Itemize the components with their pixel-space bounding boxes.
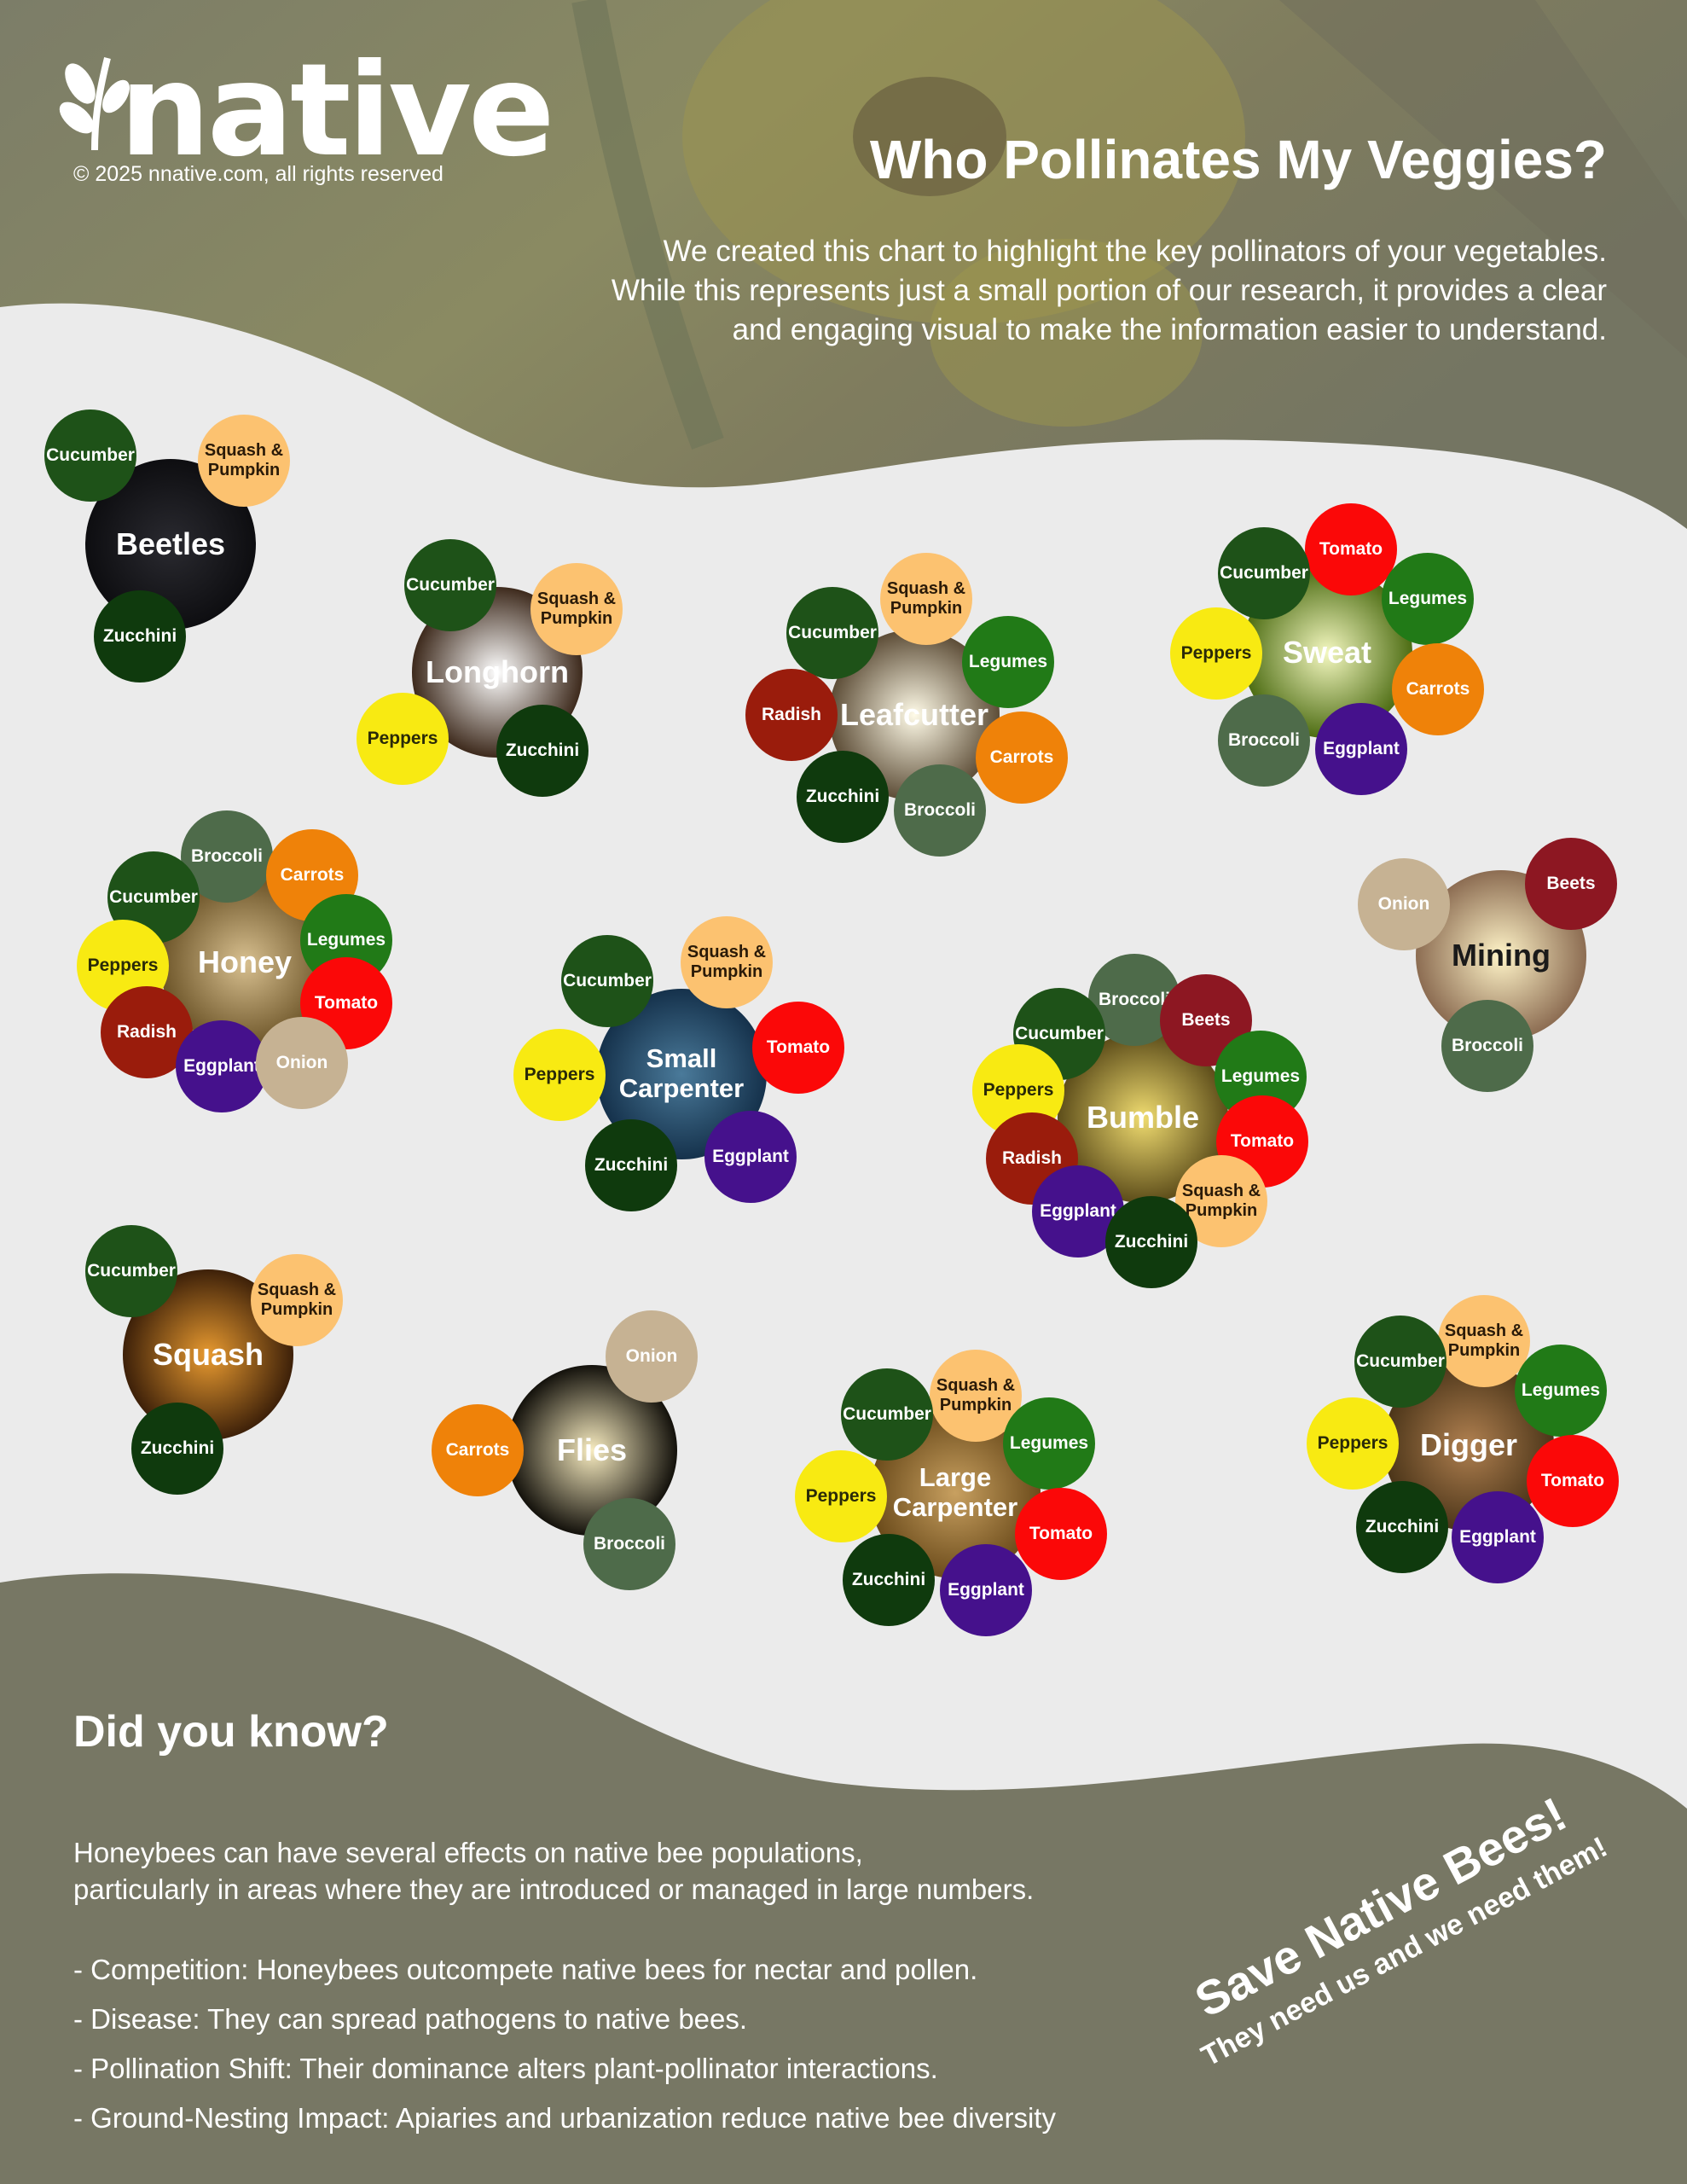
plant-circle: Squash & Pumpkin [1175,1155,1267,1247]
plant-circle: Peppers [1307,1397,1399,1490]
plant-circle: Tomato [1527,1435,1619,1527]
plant-circle: Peppers [1170,607,1262,700]
plant-circle: Eggplant [1315,703,1407,795]
stem-shape [571,0,724,450]
plant-circle: Zucchini [131,1403,223,1495]
intro-text: We created this chart to highlight the k… [498,232,1607,350]
plant-circle: Peppers [357,693,449,785]
plant-circle: Radish [745,669,838,761]
plant-circle: Eggplant [704,1111,797,1203]
page-title: Who Pollinates My Veggies? [869,129,1607,190]
plant-circle: Zucchini [1105,1196,1197,1288]
plant-circle: Squash & Pumpkin [681,916,773,1008]
plant-circle: Cucumber [404,539,496,631]
plant-circle: Carrots [266,829,358,921]
effects-list: - Competition: Honeybees outcompete nati… [73,1954,1056,2152]
plant-circle: Eggplant [940,1544,1032,1636]
footer-band [0,1573,1687,2184]
plant-circle: Zucchini [1356,1481,1448,1573]
plant-circle: Zucchini [797,751,889,843]
plant-circle: Beets [1525,838,1617,930]
plant-circle: Eggplant [1032,1165,1124,1258]
plant-circle: Legumes [1515,1345,1607,1437]
wood-shape [1279,0,1687,358]
plant-circle: Eggplant [1452,1491,1544,1583]
did-you-know-title: Did you know? [73,1707,389,1757]
plant-circle: Cucumber [1218,527,1310,619]
plant-circle: Legumes [962,616,1054,708]
plant-circle: Legumes [1003,1397,1095,1490]
paragraph-line: Honeybees can have several effects on na… [73,1837,863,1868]
plant-circle: Tomato [1015,1488,1107,1580]
leaf-logo-icon [59,57,130,151]
list-item: - Ground-Nesting Impact: Apiaries and ur… [73,2102,1056,2134]
plant-circle: Onion [1358,858,1450,950]
plant-circle: Cucumber [85,1225,177,1317]
plant-circle: Legumes [1382,553,1474,645]
plant-circle: Squash & Pumpkin [880,553,972,645]
plant-circle: Broccoli [583,1498,675,1590]
plant-circle: Onion [606,1310,698,1403]
intro-line: While this represents just a small porti… [611,274,1607,307]
intro-line: We created this chart to highlight the k… [663,235,1607,268]
plant-circle: Squash & Pumpkin [930,1350,1022,1442]
plant-circle: Carrots [1392,643,1484,735]
list-item: - Disease: They can spread pathogens to … [73,2003,748,2035]
list-item: - Pollination Shift: Their dominance alt… [73,2053,938,2084]
plant-circle: Eggplant [176,1020,268,1112]
plant-circle: Tomato [752,1002,844,1094]
plant-circle: Cucumber [786,587,878,679]
plant-circle: Squash & Pumpkin [251,1254,343,1346]
plant-circle: Carrots [432,1404,524,1496]
plant-circle: Cucumber [44,410,136,502]
plant-circle: Peppers [795,1450,887,1542]
plant-circle: Tomato [1305,503,1397,595]
plant-circle: Cucumber [841,1368,933,1461]
plant-circle: Squash & Pumpkin [530,563,623,655]
plant-circle: Cucumber [1354,1316,1446,1408]
copyright-text: © 2025 nnative.com, all rights reserved [73,162,443,186]
plant-circle: Zucchini [496,705,588,797]
plant-circle: Zucchini [843,1534,935,1626]
plant-circle: Broccoli [894,764,986,857]
did-you-know-paragraph: Honeybees can have several effects on na… [73,1834,1034,1908]
brand-logo: native [119,37,555,185]
plant-circle: Onion [256,1017,348,1109]
paragraph-line: particularly in areas where they are int… [73,1873,1035,1905]
plant-circle: Cucumber [561,935,653,1027]
bee-shape [853,77,1006,196]
list-item: - Competition: Honeybees outcompete nati… [73,1954,978,1985]
plant-circle: Broccoli [1218,694,1310,787]
plant-circle: Zucchini [585,1119,677,1211]
plant-circle: Broccoli [1441,1000,1533,1092]
flower-shape [930,239,1203,427]
plant-circle: Squash & Pumpkin [198,415,290,507]
plant-circle: Carrots [976,712,1068,804]
plant-circle: Squash & Pumpkin [1438,1295,1530,1387]
intro-line: and engaging visual to make the informat… [732,313,1607,346]
plant-circle: Zucchini [94,590,186,682]
plant-circle: Peppers [513,1029,606,1121]
